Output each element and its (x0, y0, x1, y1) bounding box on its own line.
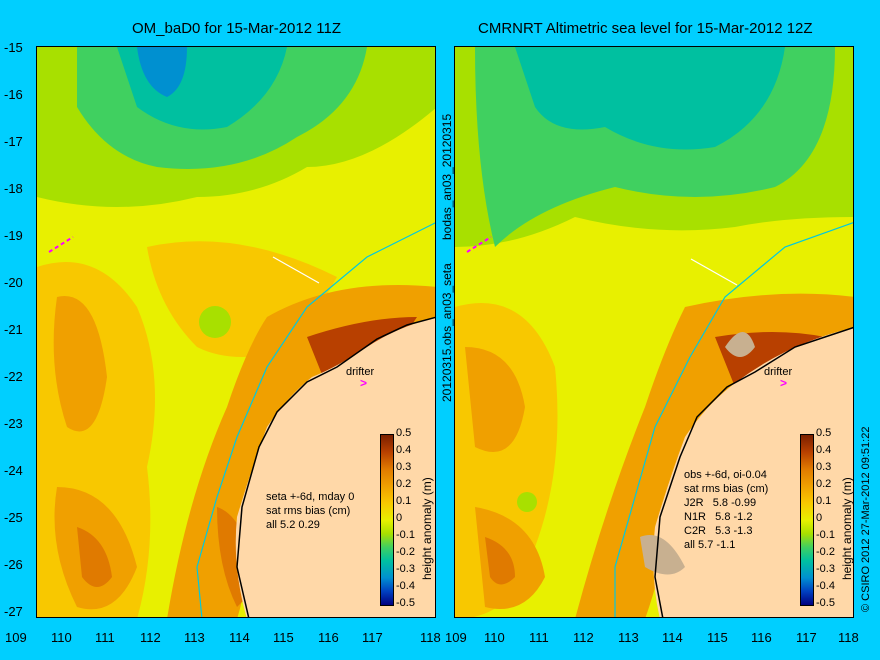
colorbar-tick: 0.4 (816, 444, 832, 456)
x-tick: 111 (529, 630, 549, 645)
colorbar-tick: -0.2 (396, 546, 415, 558)
left-map (36, 46, 436, 618)
center-label: 20120315.obs_an03_seta (440, 263, 454, 402)
colorbar-tick: -0.5 (816, 597, 835, 609)
x-tick: 111 (95, 630, 115, 645)
y-tick: -21 (4, 322, 23, 337)
x-tick: 117 (362, 630, 383, 645)
colorbar-tick: 0.2 (816, 478, 832, 490)
x-tick: 113 (184, 630, 205, 645)
x-tick: 113 (618, 630, 639, 645)
left-drifter-arrow-icon: > (360, 376, 368, 390)
x-tick: 117 (796, 630, 817, 645)
right-colorbar-label: height anomaly (m) (840, 477, 854, 580)
x-tick: 115 (273, 630, 294, 645)
colorbar-tick: 0.4 (396, 444, 412, 456)
x-tick: 112 (573, 630, 594, 645)
right-colorbar (800, 434, 814, 606)
x-tick: 116 (318, 630, 339, 645)
right-drifter-label: drifter (764, 366, 793, 378)
left-panel-title: OM_baD0 for 15-Mar-2012 11Z (132, 20, 341, 37)
x-tick: 110 (51, 630, 72, 645)
colorbar-tick: 0 (396, 512, 403, 524)
y-tick: -27 (4, 604, 23, 619)
y-tick: -16 (4, 87, 23, 102)
left-stats: seta +-6d, mday 0 sat rms bias (cm) all … (266, 491, 355, 531)
colorbar-tick: -0.1 (396, 529, 415, 541)
left-drifter-label: drifter (346, 366, 375, 378)
center-label-top: bodas_an03_20120315 (440, 113, 454, 240)
colorbar-tick: -0.3 (816, 563, 835, 575)
right-drifter-arrow-icon: > (780, 376, 788, 390)
credit-label: © CSIRO 2012 27-Mar-2012 09:51:22 (860, 426, 872, 612)
x-tick: 114 (229, 630, 250, 645)
right-map (454, 46, 854, 618)
y-tick: -24 (4, 463, 23, 478)
y-tick: -22 (4, 369, 23, 384)
colorbar-tick: 0.1 (396, 495, 412, 507)
x-tick: 109 (5, 630, 27, 645)
y-tick: -17 (4, 134, 23, 149)
colorbar-tick: -0.5 (396, 597, 415, 609)
colorbar-tick: 0 (816, 512, 823, 524)
x-tick: 114 (662, 630, 683, 645)
colorbar-tick: 0.5 (396, 427, 412, 439)
x-tick: 110 (484, 630, 505, 645)
colorbar-tick: 0.5 (816, 427, 832, 439)
y-tick: -15 (4, 40, 23, 55)
colorbar-tick: 0.2 (396, 478, 412, 490)
x-tick: 109 (445, 630, 467, 645)
right-panel-title: CMRNRT Altimetric sea level for 15-Mar-2… (478, 20, 813, 37)
colorbar-tick: -0.4 (396, 580, 415, 592)
x-tick: 116 (751, 630, 772, 645)
y-tick: -18 (4, 181, 23, 196)
y-tick: -25 (4, 510, 23, 525)
x-tick: 118 (420, 630, 441, 645)
colorbar-tick: -0.2 (816, 546, 835, 558)
colorbar-tick: -0.1 (816, 529, 835, 541)
y-tick: -20 (4, 275, 23, 290)
x-tick: 115 (707, 630, 728, 645)
left-colorbar (380, 434, 394, 606)
colorbar-tick: 0.3 (396, 461, 412, 473)
x-tick: 112 (140, 630, 161, 645)
colorbar-tick: -0.3 (396, 563, 415, 575)
left-colorbar-label: height anomaly (m) (420, 477, 434, 580)
y-tick: -26 (4, 557, 23, 572)
colorbar-tick: 0.3 (816, 461, 832, 473)
colorbar-tick: -0.4 (816, 580, 835, 592)
right-stats: obs +-6d, oi-0.04 sat rms bias (cm) J2R … (684, 469, 769, 551)
y-tick: -23 (4, 416, 23, 431)
colorbar-tick: 0.1 (816, 495, 832, 507)
y-tick: -19 (4, 228, 23, 243)
x-tick: 118 (838, 630, 859, 645)
